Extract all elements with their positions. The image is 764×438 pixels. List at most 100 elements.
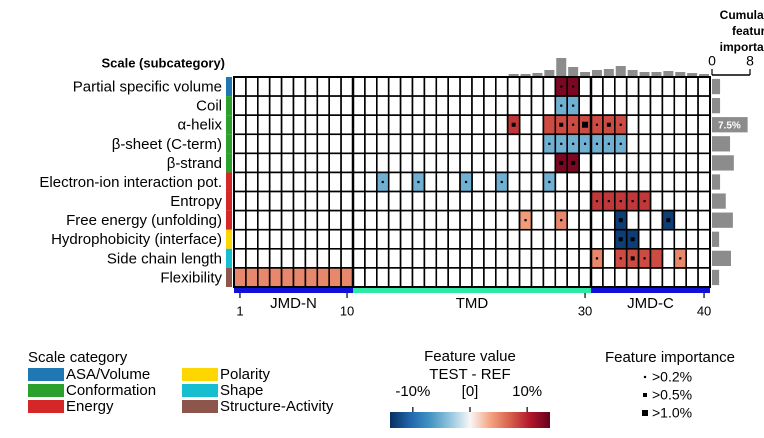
importance-marker [606, 122, 611, 127]
importance-marker [619, 123, 622, 126]
grid-cell [292, 228, 307, 250]
grid-cell [637, 95, 652, 116]
grid-cell [423, 133, 438, 155]
grid-cell [387, 133, 402, 155]
grid-cell [554, 228, 568, 250]
grid-cell [233, 76, 247, 97]
grid-cell [494, 76, 509, 97]
grid-cell [578, 209, 592, 231]
grid-cell [518, 95, 533, 116]
importance-title: Feature importance [605, 349, 735, 366]
legend-label: Conformation [66, 382, 156, 399]
row-label: Entropy [170, 193, 222, 210]
grid-cell [602, 152, 616, 174]
grid-cell [637, 133, 652, 155]
grid-cell [280, 248, 295, 269]
grid-cell [399, 248, 414, 269]
grid-cell [435, 248, 449, 269]
importance-marker [666, 218, 671, 223]
grid-cell [459, 114, 473, 136]
grid-cell [471, 114, 485, 136]
grid-cell [459, 76, 473, 97]
x-tick-label: 30 [578, 303, 592, 318]
importance-legend-marker [643, 393, 647, 397]
grid-cell [685, 76, 699, 97]
grid-cell [233, 95, 247, 116]
legend-label: ASA/Volume [66, 366, 150, 383]
grid-cell [483, 190, 497, 212]
grid-cell [256, 95, 271, 116]
chart-title: Scale (subcategory) [101, 55, 225, 70]
scale-importance-title: feature [732, 24, 764, 38]
grid-cell [352, 133, 366, 155]
heat-cell [340, 267, 354, 288]
position-importance-bar [639, 72, 650, 76]
grid-cell [352, 152, 366, 174]
grid-cell [387, 267, 402, 288]
grid-cell [340, 76, 354, 97]
importance-marker [630, 256, 635, 261]
grid-cell [661, 248, 676, 269]
grid-cell [399, 114, 414, 136]
importance-marker [559, 160, 564, 165]
row-label: Flexibility [160, 269, 222, 286]
grid-cell [613, 152, 628, 174]
position-importance-bar [651, 72, 662, 76]
grid-cell [697, 228, 711, 250]
grid-cell [494, 95, 509, 116]
position-importance-bar [532, 73, 543, 76]
grid-cell [364, 133, 378, 155]
grid-cell [387, 95, 402, 116]
grid-cell [387, 248, 402, 269]
grid-cell [518, 190, 533, 212]
heat-cell [542, 114, 557, 136]
grid-cell [530, 190, 545, 212]
grid-cell [471, 133, 485, 155]
grid-cell [673, 267, 687, 288]
grid-cell [649, 267, 664, 288]
importance-marker [582, 121, 589, 128]
grid-cell [387, 114, 402, 136]
position-importance-bar [627, 70, 638, 76]
legend-label: Structure-Activity [220, 398, 334, 415]
row-label: Electron-ion interaction pot. [39, 174, 222, 191]
grid-cell [602, 248, 616, 269]
grid-cell [423, 228, 438, 250]
grid-cell [685, 114, 699, 136]
grid-cell [447, 133, 461, 155]
grid-cell [364, 267, 378, 288]
grid-cell [590, 228, 604, 250]
grid-cell [506, 228, 521, 250]
grid-cell [245, 152, 259, 174]
importance-marker [417, 180, 420, 184]
grid-cell [256, 209, 271, 231]
importance-marker [511, 122, 516, 127]
grid-cell [256, 228, 271, 250]
grid-cell [399, 190, 414, 212]
grid-cell [268, 248, 283, 269]
scale-importance-bar [712, 231, 720, 247]
grid-cell [352, 209, 366, 231]
importance-marker [679, 257, 682, 260]
grid-cell [256, 76, 271, 97]
grid-cell [483, 267, 497, 288]
grid-cell [649, 209, 664, 231]
grid-cell [673, 76, 687, 97]
grid-cell [566, 171, 580, 193]
grid-cell [661, 228, 676, 250]
grid-cell [483, 114, 497, 136]
grid-cell [637, 228, 652, 250]
grid-cell [506, 248, 521, 269]
grid-cell [697, 114, 711, 136]
grid-cell [364, 171, 378, 193]
importance-marker [643, 199, 646, 203]
grid-cell [661, 76, 676, 97]
importance-marker [583, 142, 587, 145]
grid-cell [364, 114, 378, 136]
scale-importance-bar [712, 193, 726, 209]
grid-cell [292, 190, 307, 212]
importance-marker [524, 219, 527, 222]
grid-cell [304, 95, 319, 116]
importance-marker [618, 218, 623, 223]
